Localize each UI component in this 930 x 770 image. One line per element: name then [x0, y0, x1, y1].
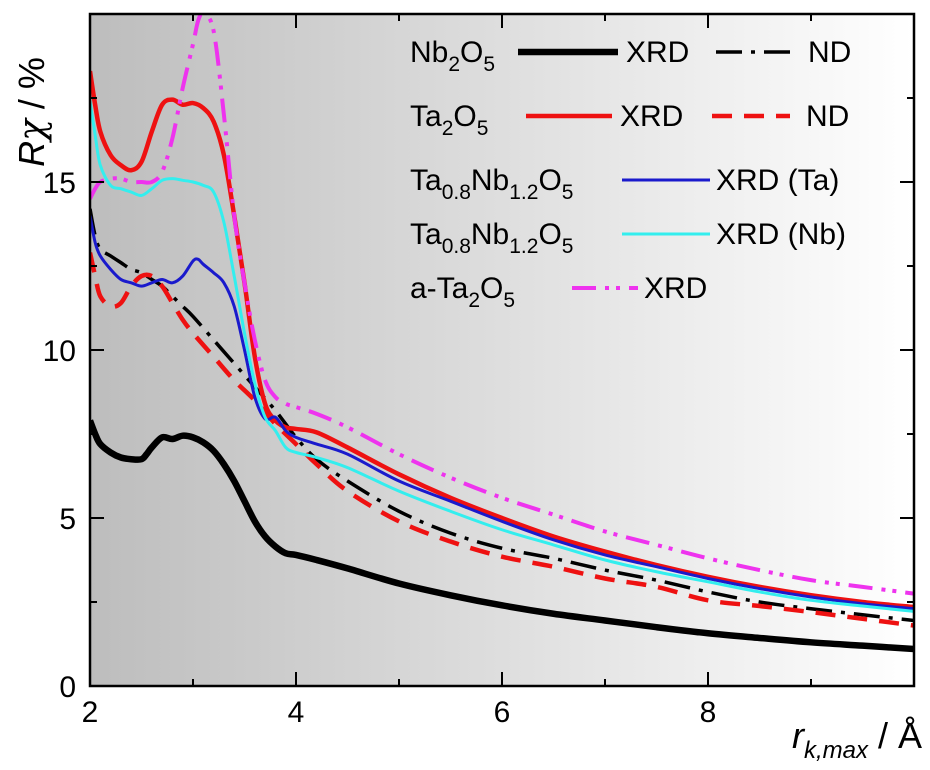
series-line-4 [90, 215, 914, 611]
legend-compound-part: Ta [410, 218, 442, 251]
legend-compound-subscript: 2 [442, 117, 454, 140]
legend-compound-part: Nb [471, 218, 509, 251]
x-axis-title-unit: / Å [868, 715, 922, 756]
legend-compound-subscript: 2 [468, 289, 480, 312]
legend-compound-label: Ta0.8Nb1.2O5 [410, 218, 573, 258]
legend-compound-subscript: 1.2 [509, 181, 538, 204]
y-tick-label: 10 [43, 335, 76, 368]
legend-compound-subscript: 1.2 [509, 235, 538, 258]
legend-compound-part: a-Ta [410, 272, 469, 305]
legend-compound-subscript: 0.8 [442, 235, 471, 258]
legend-entry-label: XRD (Nb) [716, 218, 846, 251]
legend-compound-part: Ta [410, 164, 442, 197]
x-axis-title-sub: k,max [804, 737, 869, 764]
legend-compound-subscript: 5 [477, 117, 489, 140]
series-line-3 [90, 252, 914, 628]
legend-entry-label: ND [808, 36, 851, 69]
x-axis-title-main: r [792, 715, 806, 756]
legend-compound-part: O [460, 36, 483, 69]
legend-compound-subscript: 5 [503, 289, 515, 312]
legend-entry-label: XRD [620, 100, 683, 133]
legend-compound-subscript: 5 [562, 235, 574, 258]
legend-compound-part: O [538, 218, 561, 251]
legend-entry-label: XRD [626, 36, 689, 69]
legend-compound-label: Ta2O5 [410, 100, 488, 140]
series-line-6 [90, 14, 914, 596]
plot-background [90, 14, 914, 686]
legend-compound-subscript: 2 [448, 53, 460, 76]
x-tick-label: 8 [700, 696, 717, 729]
legend-compound-subscript: 0.8 [442, 181, 471, 204]
y-axis-title-unit: / % [11, 57, 52, 119]
legend-compound-label: Ta0.8Nb1.2O5 [410, 164, 573, 204]
x-tick-label: 6 [494, 696, 511, 729]
y-axis-title-greek: χ [12, 117, 53, 144]
legend-compound-label: Nb2O5 [410, 36, 495, 76]
legend-compound-part: O [538, 164, 561, 197]
y-tick-label: 5 [59, 503, 76, 536]
ticks-layer: 2 4 6 8 0 5 10 15 [43, 14, 914, 729]
series-line-2 [90, 70, 914, 610]
y-tick-label: 0 [59, 671, 76, 704]
legend-compound-subscript: 5 [562, 181, 574, 204]
x-tick-label: 4 [288, 696, 305, 729]
series-line-5 [90, 101, 914, 613]
legend-compound-part: Nb [410, 36, 448, 69]
legend-compound-label: a-Ta2O5 [410, 272, 515, 312]
x-tick-label: 2 [82, 696, 99, 729]
legend-compound-part: O [480, 272, 503, 305]
legend-compound-part: Ta [410, 100, 442, 133]
y-axis-title: Rχ / % [11, 57, 53, 167]
legend-entry-label: XRD (Ta) [716, 164, 839, 197]
y-tick-label: 15 [43, 167, 76, 200]
legend-entry-label: XRD [644, 272, 707, 305]
legend-compound-part: O [453, 100, 476, 133]
legend-compound-part: Nb [471, 164, 509, 197]
legend-compound-subscript: 5 [483, 53, 495, 76]
legend-entry-label: ND [806, 100, 849, 133]
series-line-0 [90, 419, 914, 653]
y-axis-title-main: R [11, 141, 52, 167]
x-axis-title: rk,max / Å [792, 715, 922, 764]
series-layer [90, 14, 914, 653]
